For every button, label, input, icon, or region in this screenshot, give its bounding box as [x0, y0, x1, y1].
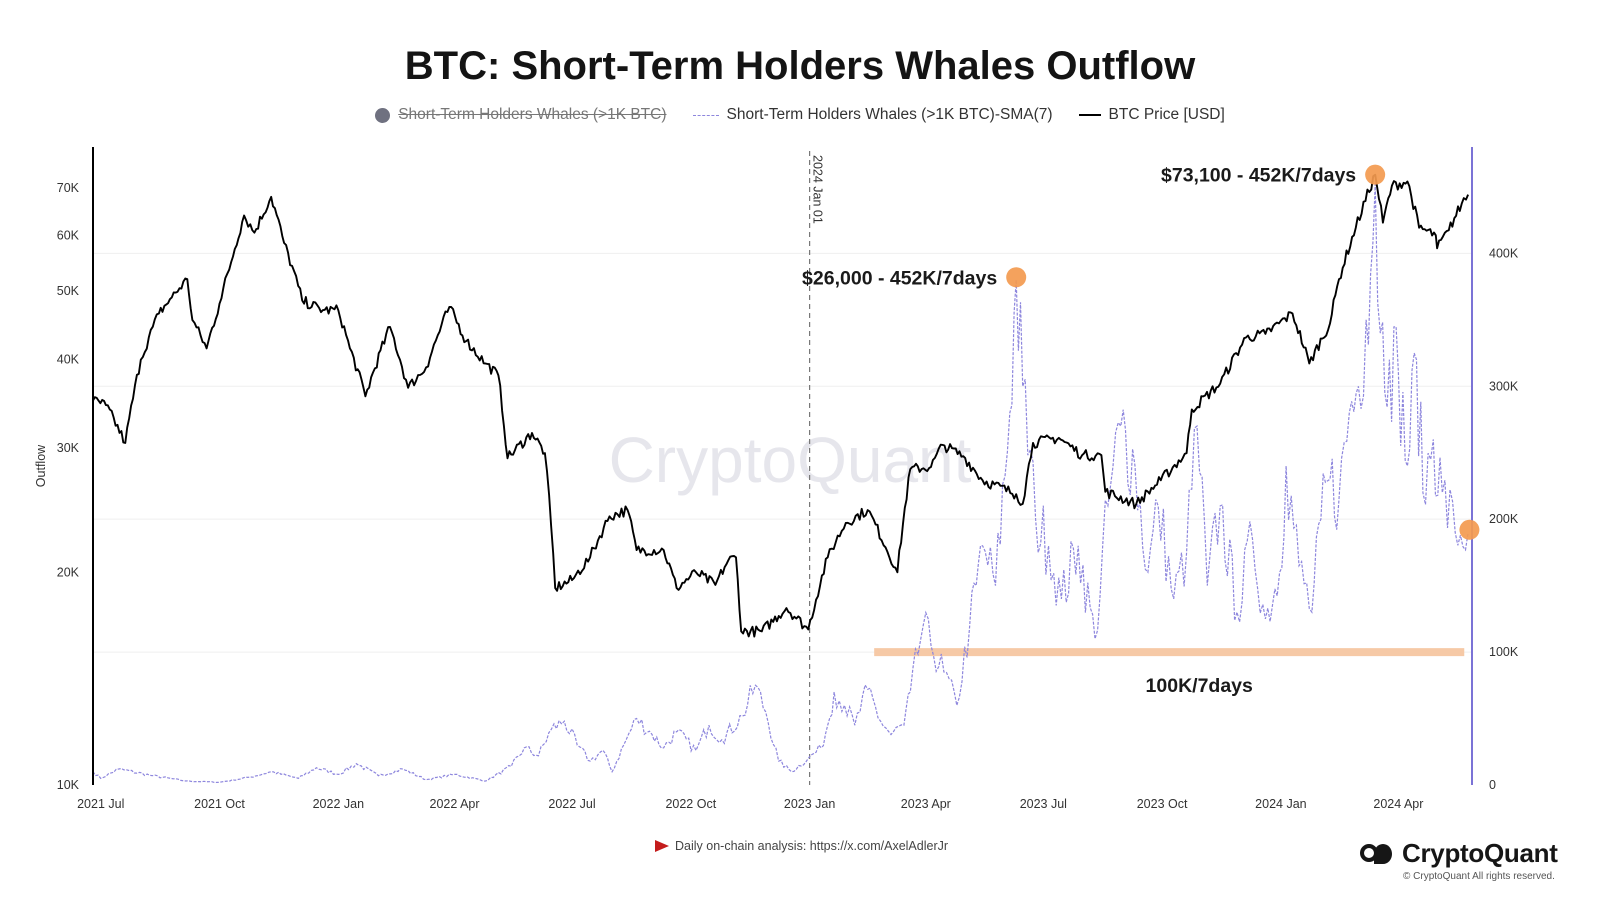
reference-lines: 2024 Jan 01 100K/7days	[809, 151, 1465, 785]
chart-legend: Short-Term Holders Whales (>1K BTC) Shor…	[0, 106, 1600, 124]
annotation-marker	[1006, 267, 1027, 288]
x-tick-label: 2021 Oct	[194, 797, 245, 811]
x-tick-label: 2023 Jul	[1020, 797, 1067, 811]
legend-solid-line-icon	[1078, 114, 1101, 116]
cryptoquant-logo-icon	[1360, 842, 1394, 866]
annotations: $26,000 - 452K/7days $73,100 - 452K/7days	[802, 164, 1480, 540]
left-tick-label: 10K	[57, 778, 80, 792]
x-tick-label: 2024 Jan	[1255, 797, 1306, 811]
sma-series-line	[92, 184, 1469, 784]
legend-dot-icon	[375, 107, 391, 123]
brand-name: CryptoQuant	[1402, 838, 1558, 868]
footer-note-text: Daily on-chain analysis: https://x.com/A…	[675, 839, 949, 853]
x-tick-label: 2024 Apr	[1373, 797, 1423, 811]
left-tick-label: 70K	[57, 181, 80, 195]
legend-label-raw-outflow: Short-Term Holders Whales (>1K BTC)	[398, 106, 667, 123]
copyright-text: © CryptoQuant All rights reserved.	[1403, 871, 1555, 882]
right-tick-label: 400K	[1489, 246, 1519, 260]
annotation-marker	[1459, 519, 1480, 540]
left-tick-label: 60K	[57, 228, 80, 242]
footer-note[interactable]: Daily on-chain analysis: https://x.com/A…	[655, 839, 948, 853]
annotation-label: $26,000 - 452K/7days	[802, 267, 997, 289]
right-tick-label: 200K	[1489, 512, 1519, 526]
left-tick-label: 50K	[57, 284, 80, 298]
legend-label-price: BTC Price [USD]	[1108, 106, 1225, 123]
flag-icon	[655, 840, 669, 852]
x-tick-label: 2022 Oct	[665, 797, 716, 811]
x-tick-label: 2023 Jan	[784, 797, 835, 811]
x-tick-label: 2023 Oct	[1137, 797, 1188, 811]
left-tick-label: 20K	[57, 565, 80, 579]
threshold-label: 100K/7days	[1146, 675, 1253, 697]
x-tick-label: 2021 Jul	[77, 797, 124, 811]
left-axis-title: Outflow	[34, 444, 48, 487]
legend-item-price[interactable]: BTC Price [USD]	[1078, 106, 1225, 124]
price-series-line	[92, 173, 1469, 638]
left-tick-label: 30K	[57, 441, 80, 455]
axes: 10K 20K 30K 40K 50K 60K 70K 0 100K 200K 300K 400K 20…	[34, 147, 1519, 811]
annotation-label: $73,100 - 452K/7days	[1161, 165, 1356, 187]
legend-label-sma: Short-Term Holders Whales (>1K BTC)-SMA(…	[726, 106, 1053, 123]
x-tick-label: 2022 Apr	[430, 797, 480, 811]
x-tick-label: 2023 Apr	[901, 797, 951, 811]
right-tick-label: 0	[1489, 778, 1496, 792]
right-tick-label: 100K	[1489, 645, 1519, 659]
left-tick-label: 40K	[57, 353, 80, 367]
x-tick-label: 2022 Jul	[548, 797, 595, 811]
brand-logo: CryptoQuant	[1360, 838, 1558, 869]
legend-item-raw-outflow[interactable]: Short-Term Holders Whales (>1K BTC)	[375, 106, 667, 124]
legend-dashed-line-icon	[692, 114, 719, 116]
right-tick-label: 300K	[1489, 379, 1519, 393]
chart-title: BTC: Short-Term Holders Whales Outflow	[404, 44, 1196, 88]
x-tick-label: 2022 Jan	[313, 797, 364, 811]
watermark: CryptoQuant	[609, 424, 972, 496]
vertical-reference-label: 2024 Jan 01	[811, 155, 825, 224]
legend-item-sma[interactable]: Short-Term Holders Whales (>1K BTC)-SMA(…	[692, 106, 1053, 124]
annotation-marker	[1365, 164, 1386, 185]
